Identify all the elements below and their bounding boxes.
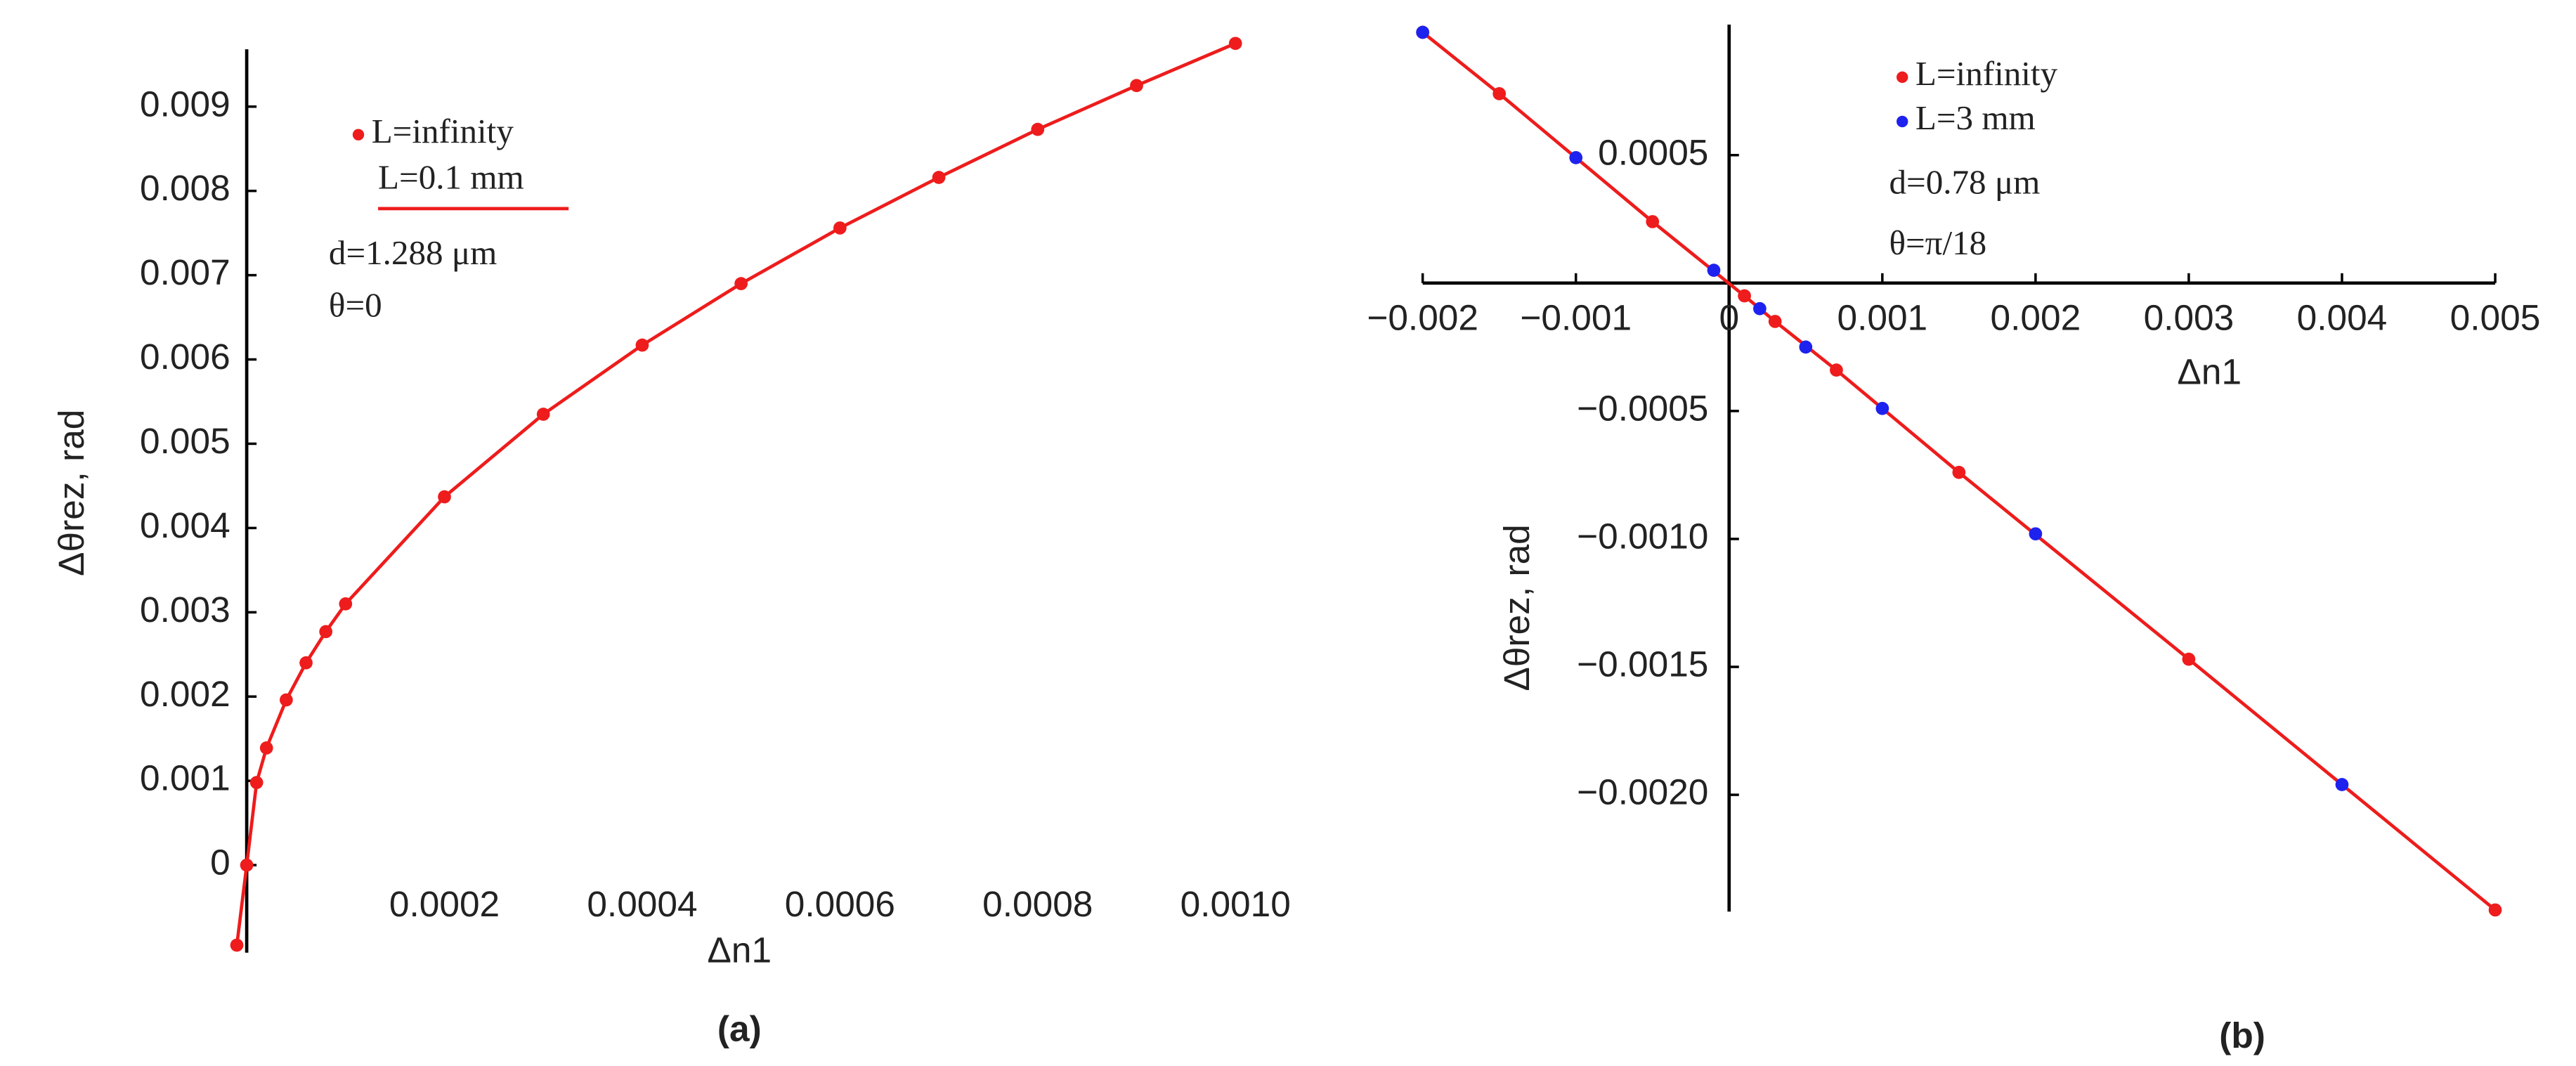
data-point	[2029, 527, 2043, 541]
data-point	[1707, 264, 1721, 277]
data-point	[319, 625, 333, 639]
legend-marker	[1897, 115, 1908, 128]
x-tick-label: 0.004	[2297, 297, 2388, 337]
y-tick-label: −0.0010	[1577, 516, 1708, 557]
data-point	[1646, 215, 1660, 228]
x-tick-label: 0.0002	[389, 883, 500, 924]
x-tick-label: 0.0006	[785, 883, 895, 924]
y-tick-label: −0.0015	[1577, 644, 1708, 684]
x-tick-label: −0.002	[1367, 297, 1478, 337]
x-axis-title: Δn1	[708, 929, 772, 970]
data-point	[249, 776, 264, 789]
legend-label: L=infinity	[372, 112, 514, 150]
panel-label: (a)	[717, 1008, 762, 1048]
legend-label: L=infinity	[1915, 54, 2058, 93]
data-point	[240, 858, 254, 872]
data-point	[1830, 363, 1843, 377]
data-point	[1738, 289, 1751, 303]
x-tick-label: 0.001	[1837, 297, 1927, 337]
data-point	[1416, 25, 1430, 39]
data-point	[734, 277, 748, 290]
data-point	[2182, 652, 2196, 666]
data-point	[299, 656, 313, 670]
y-tick-label: 0	[210, 842, 230, 883]
data-point	[1799, 340, 1813, 354]
y-tick-label: 0.009	[140, 83, 230, 124]
x-tick-label: −0.001	[1520, 297, 1632, 337]
x-tick-label: 0	[1719, 297, 1739, 337]
data-point	[1031, 122, 1045, 136]
data-point	[259, 741, 273, 755]
annotation: θ=π/18	[1889, 223, 1987, 262]
data-point	[932, 171, 946, 184]
y-tick-label: 0.004	[140, 505, 230, 545]
x-axis-title: Δn1	[2178, 351, 2242, 392]
data-point	[438, 490, 451, 504]
x-tick-label: 0.003	[2144, 297, 2235, 337]
annotation: L=0.1 mm	[378, 157, 524, 196]
data-point	[1569, 151, 1583, 164]
data-point	[1228, 37, 1242, 51]
x-tick-label: 0.002	[1991, 297, 2081, 337]
legend-marker	[1897, 71, 1908, 84]
data-point	[1952, 465, 1966, 479]
data-point	[833, 221, 847, 235]
data-point	[230, 938, 244, 952]
data-point	[280, 693, 293, 707]
data-point	[1768, 315, 1782, 328]
y-tick-label: 0.0005	[1598, 131, 1708, 172]
x-tick-label: 0.0010	[1180, 883, 1291, 924]
panel-label: (b)	[2219, 1015, 2265, 1055]
data-point	[1492, 87, 1507, 100]
annotation: d=1.288 μm	[329, 233, 497, 272]
x-tick-label: 0.005	[2450, 297, 2541, 337]
data-point	[1875, 401, 1889, 415]
y-tick-label: 0.001	[140, 758, 230, 798]
data-point	[1130, 79, 1143, 93]
y-axis-title: Δθrez, rad	[51, 410, 91, 576]
y-tick-label: −0.0020	[1577, 772, 1708, 812]
y-axis-title: Δθrez, rad	[1496, 524, 1537, 691]
y-tick-label: 0.002	[140, 673, 230, 714]
y-tick-label: 0.003	[140, 589, 230, 630]
data-point	[339, 597, 353, 611]
annotation: θ=0	[329, 286, 382, 325]
y-tick-label: 0.007	[140, 252, 230, 292]
y-tick-label: 0.006	[140, 336, 230, 377]
legend-label: L=3 mm	[1915, 98, 2036, 137]
y-tick-label: 0.005	[140, 420, 230, 461]
data-point	[1753, 301, 1767, 316]
y-tick-label: −0.0005	[1577, 387, 1708, 428]
x-tick-label: 0.0008	[982, 883, 1093, 924]
data-point	[635, 338, 649, 352]
y-tick-label: 0.008	[140, 167, 230, 208]
annotation: d=0.78 μm	[1889, 162, 2041, 201]
legend-marker	[352, 129, 365, 141]
data-point	[2488, 903, 2502, 917]
x-tick-label: 0.0004	[587, 883, 697, 924]
data-point	[536, 408, 550, 421]
data-point	[2335, 778, 2349, 791]
